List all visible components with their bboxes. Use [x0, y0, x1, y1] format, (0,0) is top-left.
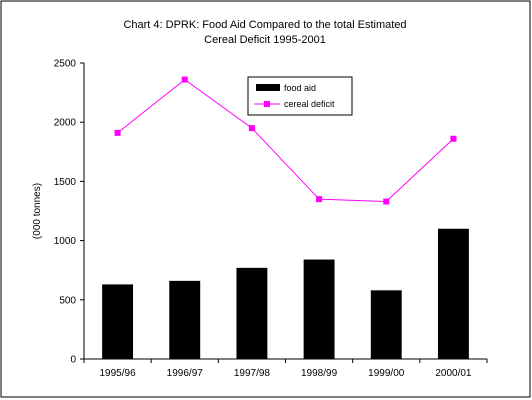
y-tick-label: 2500 — [54, 59, 77, 70]
point-cereal-deficit — [383, 198, 390, 205]
x-tick-label: 1997/98 — [234, 368, 271, 379]
plot-area: 0 500 1000 1500 2000 2500 1995/96 1996/97 1997/9… — [54, 59, 488, 379]
x-tick-label: 2000/01 — [435, 368, 472, 379]
point-cereal-deficit — [181, 76, 188, 83]
bar-food-aid — [370, 290, 402, 359]
x-tick-label: 1998/99 — [301, 368, 338, 379]
x-tick-label: 1996/97 — [167, 368, 204, 379]
legend-label-cereal-deficit: cereal deficit — [284, 99, 335, 109]
line-cereal-deficit — [117, 78, 454, 203]
legend-box — [247, 76, 353, 116]
legend-swatch-cereal-deficit-marker — [264, 101, 270, 107]
y-tick-label: 1000 — [54, 236, 77, 247]
bar-food-aid — [437, 228, 469, 359]
bar-food-aid — [303, 259, 335, 359]
legend-swatch-food-aid — [256, 84, 280, 91]
x-tick-label: 1999/00 — [368, 368, 405, 379]
legend-label-food-aid: food aid — [284, 83, 316, 93]
bar-food-aid — [236, 267, 268, 359]
y-tick-label: 0 — [70, 355, 76, 366]
bar-food-aid — [102, 284, 134, 359]
y-axis-title: (000 tonnes) — [32, 183, 43, 239]
chart-title-line-1: Chart 4: DPRK: Food Aid Compared to the … — [123, 19, 406, 31]
point-cereal-deficit — [450, 135, 457, 142]
x-tick-label: 1995/96 — [100, 368, 137, 379]
chart-title-line-2: Cereal Deficit 1995-2001 — [204, 34, 326, 46]
y-tick-label: 2000 — [54, 118, 77, 129]
point-cereal-deficit — [316, 196, 323, 203]
y-tick-label: 1500 — [54, 177, 77, 188]
y-tick-label: 500 — [59, 295, 76, 306]
bar-food-aid — [169, 280, 201, 359]
point-cereal-deficit — [114, 129, 121, 136]
legend: food aid cereal deficit — [247, 76, 353, 116]
point-cereal-deficit — [248, 125, 255, 132]
